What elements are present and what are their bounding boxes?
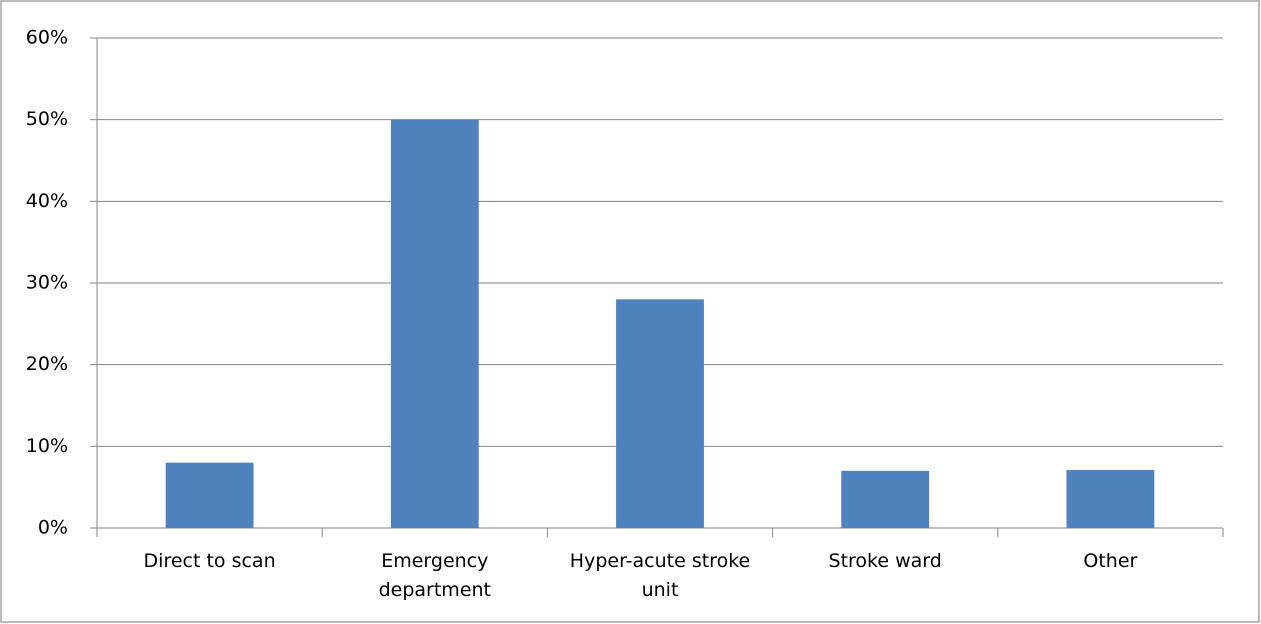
y-tick-label: 60% <box>26 27 68 49</box>
y-tick-label: 20% <box>26 353 68 375</box>
bar <box>1066 470 1155 528</box>
y-tick-label: 10% <box>26 435 68 457</box>
y-tick-label: 40% <box>26 190 68 212</box>
x-tick-label: Other <box>1083 550 1138 572</box>
y-tick-label: 0% <box>38 517 68 539</box>
x-tick-label: Stroke ward <box>828 550 942 572</box>
x-tick-label: Emergency department <box>378 550 491 601</box>
x-tick-label: Direct to scan <box>143 550 276 572</box>
bar <box>390 119 479 529</box>
bar <box>165 462 254 528</box>
x-tick-label: Hyper-acute stroke unit <box>569 550 751 601</box>
y-tick-label: 30% <box>26 272 68 294</box>
bar <box>616 299 704 528</box>
bar <box>841 470 930 528</box>
y-tick-label: 50% <box>26 108 68 130</box>
